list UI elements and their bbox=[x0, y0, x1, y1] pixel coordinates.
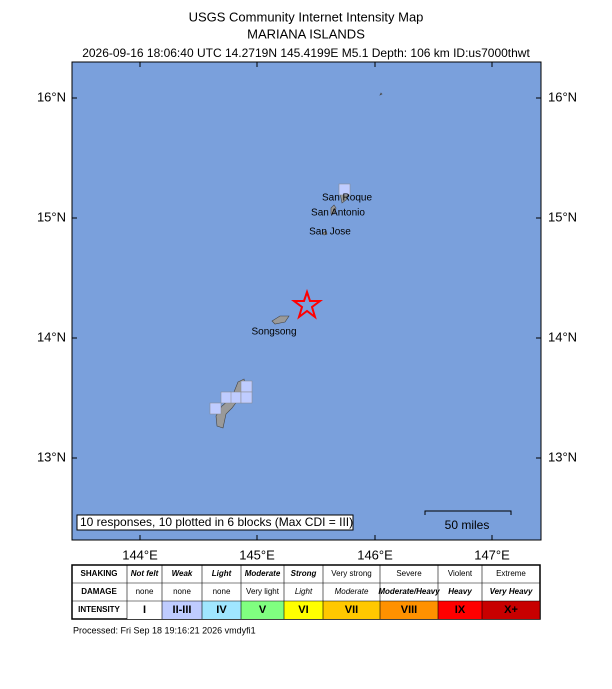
town-label: San Antonio bbox=[311, 208, 365, 219]
cdi-blocks bbox=[209, 183, 351, 415]
lon-label: 146°E bbox=[357, 547, 393, 562]
lat-label: 15°N bbox=[37, 209, 66, 224]
shaking-label: Strong bbox=[291, 569, 317, 578]
map-area bbox=[71, 61, 542, 541]
damage-label: Very light bbox=[246, 587, 280, 596]
damage-label: Moderate bbox=[335, 587, 369, 596]
intensity-label: V bbox=[259, 604, 267, 616]
shaking-label: Weak bbox=[172, 569, 193, 578]
intensity-label: VI bbox=[298, 604, 308, 616]
town-label: Songsong bbox=[251, 327, 296, 338]
intensity-cell bbox=[482, 601, 540, 619]
lon-label: 147°E bbox=[474, 547, 510, 562]
intensity-cell bbox=[438, 601, 482, 619]
shaking-label: Moderate bbox=[245, 569, 281, 578]
shaking-label: Severe bbox=[396, 569, 422, 578]
row-label: INTENSITY bbox=[78, 605, 120, 614]
lon-label: 145°E bbox=[239, 547, 275, 562]
intensity-label: IV bbox=[216, 604, 227, 616]
intensity-label: X+ bbox=[504, 604, 518, 616]
shaking-label: Extreme bbox=[496, 569, 526, 578]
event-info: 2026-09-16 18:06:40 UTC 14.2719N 145.419… bbox=[82, 46, 530, 60]
epicenter bbox=[291, 288, 323, 320]
damage-label: Heavy bbox=[448, 587, 472, 596]
intensity-cell bbox=[127, 601, 162, 619]
lat-label: 13°N bbox=[37, 449, 66, 464]
shaking-label: Very strong bbox=[331, 569, 371, 578]
row-label: SHAKING bbox=[81, 569, 118, 578]
title: USGS Community Internet Intensity Map bbox=[189, 9, 424, 24]
town-label: San Roque bbox=[322, 193, 372, 204]
footer: Processed: Fri Sep 18 19:16:21 2026 vmdy… bbox=[73, 625, 256, 635]
region: MARIANA ISLANDS bbox=[247, 26, 365, 41]
damage-label: Very Heavy bbox=[490, 587, 533, 596]
lat-label: 15°N bbox=[548, 209, 577, 224]
damage-label: none bbox=[213, 587, 231, 596]
lat-label: 13°N bbox=[548, 449, 577, 464]
intensity-cell bbox=[202, 601, 241, 619]
intensity-label: VII bbox=[345, 604, 358, 616]
intensity-label: VIII bbox=[401, 604, 418, 616]
responses-box bbox=[76, 514, 354, 531]
intensity-cell bbox=[241, 601, 284, 619]
lat-label: 16°N bbox=[37, 89, 66, 104]
scale-bar bbox=[424, 510, 512, 515]
intensity-cell bbox=[323, 601, 380, 619]
damage-label: none bbox=[173, 587, 191, 596]
lon-label: 144°E bbox=[122, 547, 158, 562]
scale-box bbox=[414, 508, 524, 536]
intensity-label: II-III bbox=[173, 604, 192, 616]
shaking-label: Light bbox=[212, 569, 232, 578]
lat-label: 16°N bbox=[548, 89, 577, 104]
intensity-label: I bbox=[143, 604, 146, 616]
damage-label: none bbox=[136, 587, 154, 596]
shaking-label: Violent bbox=[448, 569, 473, 578]
intensity-cell bbox=[284, 601, 323, 619]
intensity-cell bbox=[380, 601, 438, 619]
town-label: San Jose bbox=[309, 227, 351, 238]
lat-label: 14°N bbox=[548, 329, 577, 344]
shaking-label: Not felt bbox=[131, 569, 159, 578]
responses: 10 responses, 10 plotted in 6 blocks (Ma… bbox=[80, 515, 353, 529]
intensity-cell bbox=[162, 601, 202, 619]
damage-label: Moderate/Heavy bbox=[378, 587, 440, 596]
scale-label: 50 miles bbox=[445, 518, 490, 532]
row-label: DAMAGE bbox=[81, 587, 117, 596]
lat-label: 14°N bbox=[37, 329, 66, 344]
damage-label: Light bbox=[295, 587, 313, 596]
intensity-label: IX bbox=[455, 604, 466, 616]
